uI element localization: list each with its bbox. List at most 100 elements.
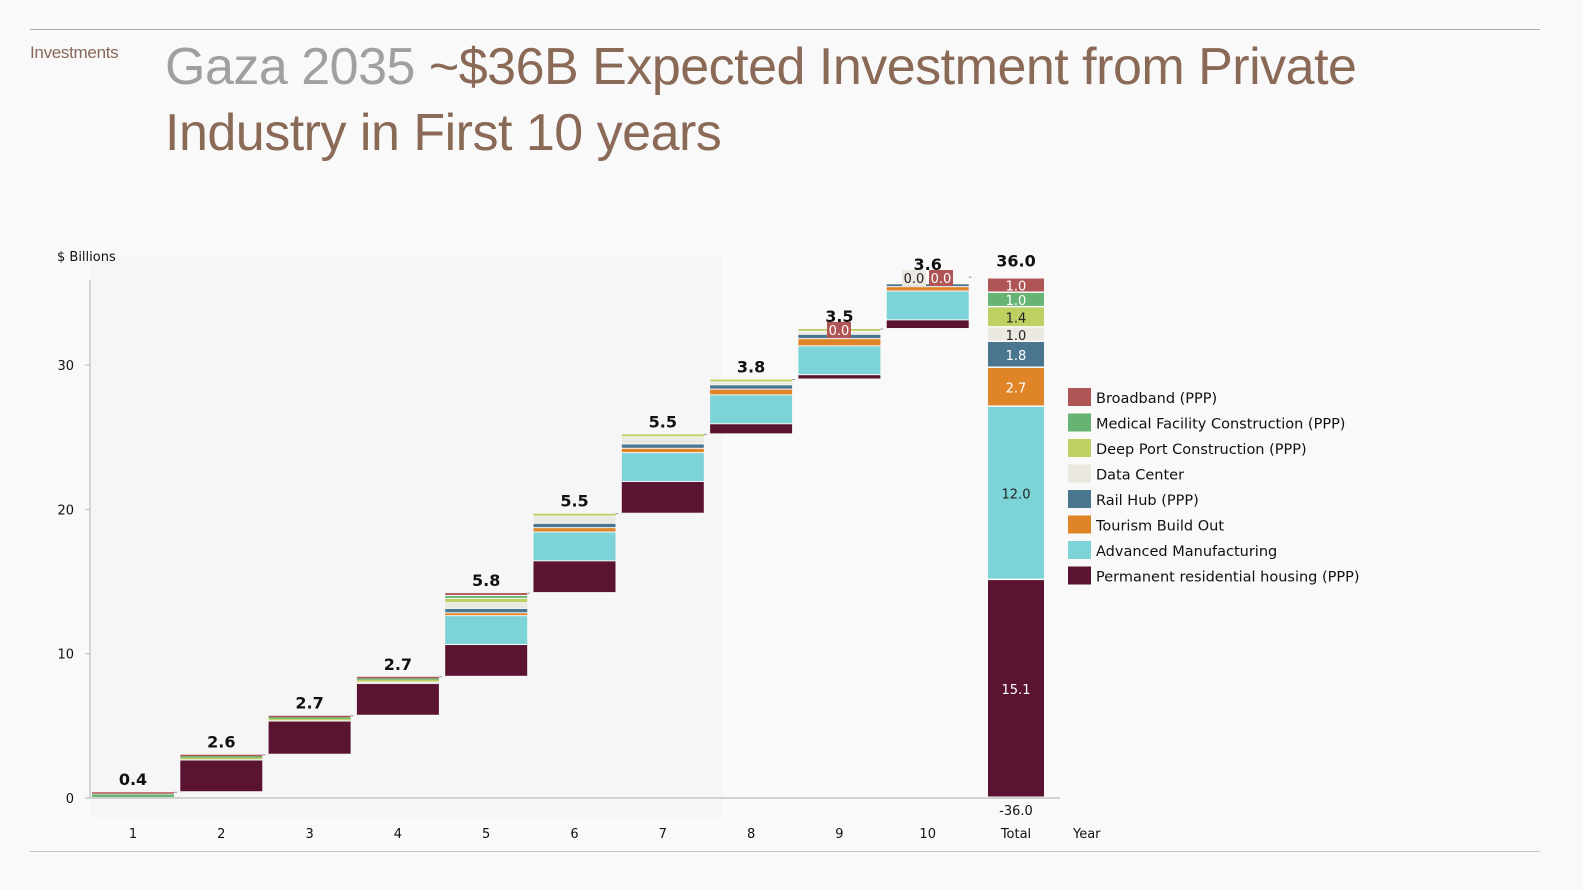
legend-swatch (1068, 413, 1091, 432)
section-label: Investments (30, 43, 119, 62)
bar-segment (533, 532, 616, 561)
x-tick-label: 2 (217, 827, 225, 842)
bar-segment (621, 453, 704, 481)
grand-total-label: 36.0 (996, 252, 1035, 271)
total-bar-segment (988, 367, 1044, 406)
bar-segment (710, 379, 793, 382)
bar-segment (445, 645, 528, 676)
bar-segment (621, 448, 704, 453)
bar-segment (180, 759, 263, 761)
legend-label: Rail Hub (PPP) (1096, 493, 1199, 509)
top-divider (30, 29, 1540, 30)
total-segment-label: 1.4 (1006, 311, 1027, 326)
annotation-box (902, 270, 926, 286)
bar-segment (710, 389, 793, 395)
bar-segment (445, 608, 528, 613)
y-axis-title: $ Billions (57, 250, 116, 265)
total-segment-label: 12.0 (1002, 488, 1031, 503)
year-total-label: 3.5 (825, 307, 853, 326)
year-total-label: 3.8 (737, 358, 765, 377)
bar-segment (180, 754, 263, 757)
total-bottom-label: -36.0 (999, 804, 1033, 819)
year-total-label: 0.4 (119, 770, 147, 789)
bar-segment (356, 679, 439, 682)
bar-segment (268, 717, 351, 719)
bar-segment (445, 616, 528, 645)
legend-label: Deep Port Construction (PPP) (1096, 442, 1307, 458)
bar-segment (268, 721, 351, 754)
bar-segment (886, 284, 969, 287)
bar-segment (445, 595, 528, 598)
bar-segment (621, 437, 704, 444)
x-tick-label: 9 (835, 827, 843, 842)
total-bar-segment (988, 406, 1044, 579)
legend-swatch (1068, 515, 1091, 534)
total-segment-label: 15.1 (1002, 683, 1031, 698)
total-bar-segment (988, 580, 1044, 797)
legend-label: Medical Facility Construction (PPP) (1096, 417, 1345, 433)
x-tick-label: 10 (919, 827, 936, 842)
annotation-box (827, 322, 851, 338)
x-tick-label: 4 (394, 827, 402, 842)
x-tick-label: 8 (747, 827, 755, 842)
year-total-label: 3.6 (914, 255, 942, 274)
total-segment-label: 1.0 (1006, 280, 1027, 295)
bar-segment (180, 756, 263, 758)
bar-segment (798, 339, 881, 346)
y-tick-label: 0 (66, 792, 74, 807)
bar-segment (356, 682, 439, 685)
legend-swatch (1068, 541, 1091, 559)
y-tick-label: 20 (57, 503, 74, 518)
legend-swatch (1068, 566, 1091, 585)
bar-segment (92, 794, 174, 797)
legend-swatch (1068, 439, 1091, 457)
bar-segment (533, 523, 616, 528)
bar-segment (533, 516, 616, 523)
bar-segment (268, 715, 351, 718)
year-total-label: 5.5 (649, 412, 677, 431)
x-tick-label: 7 (659, 827, 667, 842)
legend-swatch (1068, 464, 1091, 483)
bar-segment (268, 718, 351, 721)
bar-segment (268, 720, 351, 722)
bar-segment (180, 760, 263, 792)
legend-label: Broadband (PPP) (1096, 391, 1217, 407)
title-main: ~$36B Expected Investment from Private I… (165, 38, 1357, 162)
legend-label: Permanent residential housing (PPP) (1096, 570, 1360, 586)
bar-segment (886, 287, 969, 291)
bar-segment (180, 757, 263, 760)
annotation-label: 0.0 (829, 324, 850, 339)
bar-segment (621, 481, 704, 513)
bar-segment (798, 375, 881, 379)
legend-swatch (1068, 490, 1091, 508)
y-tick-label: 10 (57, 648, 74, 663)
bar-segment (621, 434, 704, 437)
bar-segment (533, 528, 616, 532)
bar-segment (445, 613, 528, 616)
bottom-divider (30, 851, 1540, 852)
bar-segment (356, 678, 439, 680)
total-segment-label: 1.0 (1006, 329, 1027, 344)
x-axis-title: Year (1072, 827, 1101, 842)
year-total-label: 2.7 (295, 694, 323, 713)
bar-segment (356, 684, 439, 715)
annotation-label: 0.0 (904, 272, 925, 287)
title-prefix: Gaza 2035 (165, 38, 415, 96)
bar-segment (798, 346, 881, 375)
year-total-label: 2.6 (207, 733, 235, 752)
bar-segment (886, 320, 969, 329)
bar-segment (445, 593, 528, 595)
x-tick-label: 5 (482, 827, 490, 842)
x-tick-label: 3 (305, 827, 313, 842)
bar-segment (710, 385, 793, 389)
bar-segment (710, 382, 793, 385)
total-segment-label: 1.0 (1006, 294, 1027, 309)
legend-label: Data Center (1096, 468, 1184, 484)
total-segment-label: 2.7 (1006, 381, 1027, 396)
bar-segment (533, 513, 616, 516)
page-title: Gaza 2035 ~$36B Expected Investment from… (165, 34, 1485, 166)
legend-label: Tourism Build Out (1095, 519, 1224, 535)
y-tick-label: 30 (57, 359, 74, 374)
total-bar-segment (988, 278, 1044, 292)
bar-segment (886, 291, 969, 320)
